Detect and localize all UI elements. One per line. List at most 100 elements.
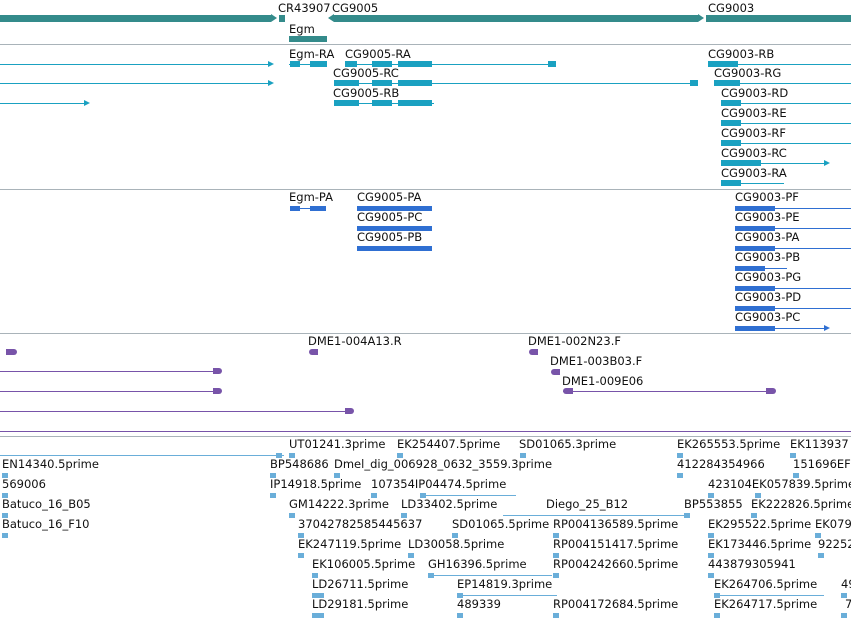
est-label[interactable]: EK222826.5prime <box>751 497 851 511</box>
clone-end-marker <box>563 388 573 394</box>
clone-label-dme1-004a13-r[interactable]: DME1-004A13.R <box>308 334 402 348</box>
est-label[interactable]: LD29181.5prime <box>312 597 409 611</box>
protein-label-cg9003-pe[interactable]: CG9003-PE <box>735 210 800 224</box>
est-label[interactable]: 489339 <box>457 597 501 611</box>
est-label[interactable]: Batuco_16_B05 <box>2 497 91 511</box>
est-label[interactable]: EN14340.5prime <box>2 457 99 471</box>
transcript-line <box>289 64 327 65</box>
transcript-line <box>721 143 851 144</box>
est-label[interactable]: 569006 <box>2 477 46 491</box>
transcript-label-cg9003-rc[interactable]: CG9003-RC <box>721 146 787 160</box>
gene-label-cr43907[interactable]: CR43907 <box>278 1 331 15</box>
clone-end-marker <box>766 388 776 394</box>
est-label[interactable]: GM14222.3prime <box>289 497 389 511</box>
protein-label-cg9005-pa[interactable]: CG9005-PA <box>357 190 422 204</box>
clone-end-marker <box>309 349 318 355</box>
est-label[interactable]: 151696EF <box>793 457 851 471</box>
est-label[interactable]: UT01241.3prime <box>289 437 386 451</box>
gene-label-cg9005[interactable]: CG9005 <box>332 1 379 15</box>
est-label[interactable]: BP553855 <box>684 497 743 511</box>
transcripts-track: Egm-RA CG9005-RA CG9005-RC CG9005-RB CG9… <box>0 45 851 189</box>
gene-bar-cg9005[interactable] <box>334 15 698 22</box>
est-label[interactable]: EK079 <box>815 517 851 531</box>
transcript-label-cg9005-rb[interactable]: CG9005-RB <box>333 86 400 100</box>
transcript-exon <box>721 100 741 106</box>
est-label[interactable]: EK247119.5prime <box>298 537 402 551</box>
protein-label-cg9003-pa[interactable]: CG9003-PA <box>735 230 800 244</box>
protein-bar <box>735 226 775 231</box>
transcript-label-cg9003-rd[interactable]: CG9003-RD <box>721 86 789 100</box>
est-marker <box>401 513 407 518</box>
protein-label-cg9005-pc[interactable]: CG9005-PC <box>357 210 423 224</box>
protein-label-cg9003-pf[interactable]: CG9003-PF <box>735 190 799 204</box>
est-label[interactable]: EK254407.5prime <box>397 437 501 451</box>
gene-bar-left[interactable] <box>0 15 271 22</box>
track-separator <box>0 189 851 190</box>
protein-label-cg9005-pb[interactable]: CG9005-PB <box>357 230 423 244</box>
est-marker <box>452 533 458 538</box>
protein-line <box>735 328 825 329</box>
est-label[interactable]: Diego_25_B12 <box>546 497 629 511</box>
protein-label-egm-pa[interactable]: Egm-PA <box>289 190 333 204</box>
est-label[interactable]: EK173446.5prime <box>708 537 812 551</box>
est-label[interactable]: RP004136589.5prime <box>553 517 679 531</box>
transcript-label-cg9003-rb[interactable]: CG9003-RB <box>708 47 775 61</box>
clone-label-dme1-009e06[interactable]: DME1-009E06 <box>562 374 644 388</box>
est-label[interactable]: EK265553.5prime <box>677 437 781 451</box>
est-label[interactable]: 37042782585445637 <box>298 517 423 531</box>
est-label[interactable]: EK264717.5prime <box>714 597 818 611</box>
transcript-exon <box>721 120 741 126</box>
transcript-label-egm-ra[interactable]: Egm-RA <box>289 47 335 61</box>
est-marker <box>708 533 714 538</box>
track-separator <box>0 333 851 334</box>
est-label[interactable]: EK295522.5prime <box>708 517 812 531</box>
est-label[interactable]: 443879305941 <box>708 557 796 571</box>
transcript-label-cg9003-rg[interactable]: CG9003-RG <box>714 66 782 80</box>
est-label[interactable]: EP14819.3prime <box>457 577 553 591</box>
est-label[interactable]: Batuco_16_F10 <box>2 517 90 531</box>
transcript-label-cg9003-ra[interactable]: CG9003-RA <box>721 166 787 180</box>
est-marker <box>751 513 757 518</box>
gene-bar-egm[interactable] <box>289 36 327 42</box>
transcript-label-cg9003-rf[interactable]: CG9003-RF <box>721 126 786 140</box>
protein-label-cg9003-pg[interactable]: CG9003-PG <box>735 270 802 284</box>
clone-label-dme1-003b03-f[interactable]: DME1-003B03.F <box>550 354 643 368</box>
est-label[interactable]: RP004172684.5prime <box>553 597 679 611</box>
est-label[interactable]: 49 <box>841 577 851 591</box>
est-marker <box>553 613 559 618</box>
clone-label-dme1-002n23-f[interactable]: DME1-002N23.F <box>528 334 621 348</box>
est-label[interactable]: EK264706.5prime <box>714 577 818 591</box>
transcript-exon <box>345 61 357 67</box>
est-label[interactable]: SD01065.5prime <box>452 517 550 531</box>
est-label[interactable]: 92252 <box>818 537 851 551</box>
gene-label-cg9003[interactable]: CG9003 <box>708 1 755 15</box>
protein-label-cg9003-pd[interactable]: CG9003-PD <box>735 290 802 304</box>
gene-bar-cg9003[interactable] <box>706 15 851 22</box>
est-label[interactable]: 107354IP04474.5prime <box>371 477 507 491</box>
transcript-label-cg9005-rc[interactable]: CG9005-RC <box>333 66 399 80</box>
est-marker <box>2 513 8 518</box>
est-label[interactable]: IP14918.5prime <box>270 477 362 491</box>
protein-label-cg9003-pc[interactable]: CG9003-PC <box>735 310 801 324</box>
gene-label-egm[interactable]: Egm <box>289 22 315 36</box>
est-label[interactable]: RP004242660.5prime <box>553 557 679 571</box>
est-label[interactable]: LD30058.5prime <box>408 537 505 551</box>
clone-line <box>0 431 851 432</box>
est-label[interactable]: EK106005.5prime <box>312 557 416 571</box>
est-label[interactable]: LD33402.5prime <box>401 497 498 511</box>
transcript-label-cg9003-re[interactable]: CG9003-RE <box>721 106 787 120</box>
est-label[interactable]: 423104EK057839.5prime <box>708 477 851 491</box>
est-label[interactable]: GH16396.5prime <box>428 557 527 571</box>
est-label[interactable]: SD01065.3prime <box>519 437 617 451</box>
protein-label-cg9003-pb[interactable]: CG9003-PB <box>735 250 801 264</box>
est-label[interactable]: Dmel_dig_006928_0632_3559.3prime <box>334 457 553 471</box>
est-label[interactable]: 412284354966 <box>677 457 765 471</box>
est-label[interactable]: RP004151417.5prime <box>553 537 679 551</box>
est-label[interactable]: BP548686 <box>270 457 329 471</box>
est-label[interactable]: LD26711.5prime <box>312 577 409 591</box>
est-label[interactable]: EK113937 <box>790 437 849 451</box>
est-label[interactable]: 7 <box>845 597 851 611</box>
clone-line <box>0 411 350 412</box>
gene-bar-cr43907[interactable] <box>279 15 285 22</box>
transcript-label-cg9005-ra[interactable]: CG9005-RA <box>345 47 411 61</box>
